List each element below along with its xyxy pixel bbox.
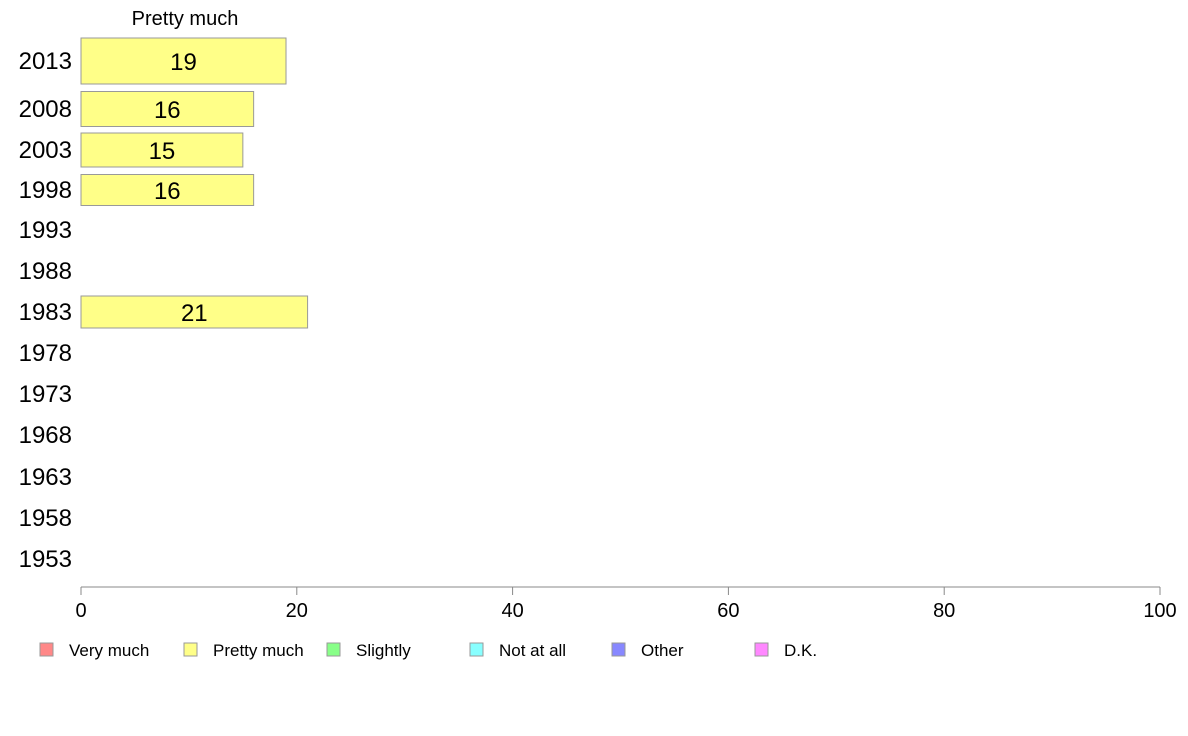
bar-value-label-2013: 19	[170, 49, 197, 76]
year-label-1998: 1998	[19, 177, 72, 204]
legend-swatch-very-much	[39, 642, 54, 657]
legend-swatch-other	[611, 642, 626, 657]
x-tick-label-40: 40	[501, 600, 523, 622]
x-axis: 0 20 40 60 80 100	[75, 586, 1177, 622]
bar-2003	[80, 132, 244, 168]
bars: 19 16 15 16 21	[80, 37, 309, 329]
legend-label-not-at-all: Not at all	[499, 641, 566, 660]
year-label-1993: 1993	[19, 217, 72, 244]
legend-swatch-slightly	[326, 642, 341, 657]
legend-label-slightly: Slightly	[356, 641, 411, 660]
year-label-1988: 1988	[19, 258, 72, 285]
bar-value-label-1983: 21	[181, 300, 208, 327]
year-label-1973: 1973	[19, 381, 72, 408]
legend-label-pretty-much: Pretty much	[213, 641, 304, 660]
year-labels: 2013 2008 2003 1998 1993 1988 1983 1978 1973 1968…	[19, 48, 72, 573]
legend: Very much Pretty much Slightly Not at all Ot…	[39, 641, 817, 660]
legend-swatch-pretty-much	[183, 642, 198, 657]
legend-swatch-not-at-all	[469, 642, 484, 657]
x-tick-label-80: 80	[933, 600, 955, 622]
year-label-1978: 1978	[19, 340, 72, 367]
year-label-2013: 2013	[19, 48, 72, 75]
bar-2013	[80, 37, 287, 85]
bar-1983	[80, 295, 309, 329]
year-label-1953: 1953	[19, 546, 72, 573]
legend-swatch-d-k	[754, 642, 769, 657]
series-title: Pretty much	[132, 8, 239, 30]
bar-2008	[80, 91, 255, 127]
x-tick-label-0: 0	[75, 600, 86, 622]
year-label-1958: 1958	[19, 505, 72, 532]
legend-label-d-k: D.K.	[784, 641, 817, 660]
year-label-1963: 1963	[19, 464, 72, 491]
year-label-2003: 2003	[19, 137, 72, 164]
bar-1998	[80, 174, 255, 206]
bar-value-label-2003: 15	[149, 138, 176, 165]
bar-value-label-2008: 16	[154, 97, 181, 124]
bar-value-label-1998: 16	[154, 178, 181, 205]
year-label-1968: 1968	[19, 422, 72, 449]
year-label-2008: 2008	[19, 96, 72, 123]
legend-label-other: Other	[641, 641, 684, 660]
x-tick-label-20: 20	[286, 600, 308, 622]
x-tick-label-60: 60	[717, 600, 739, 622]
legend-label-very-much: Very much	[69, 641, 149, 660]
year-label-1983: 1983	[19, 299, 72, 326]
x-tick-label-100: 100	[1143, 600, 1176, 622]
